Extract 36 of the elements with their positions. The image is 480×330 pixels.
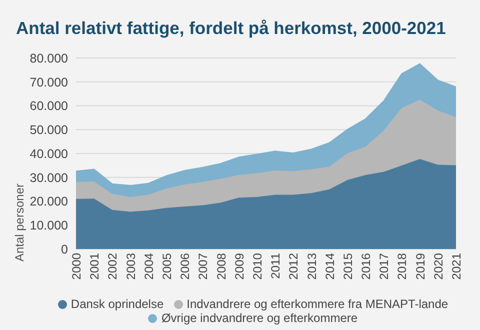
x-tick-label: 2016 — [359, 252, 374, 280]
legend-label: Øvrige indvandrere og efterkommere — [161, 311, 358, 325]
x-tick-label: 2006 — [178, 252, 192, 280]
y-tick-label: 20.000 — [30, 194, 68, 209]
x-tick-label: 2010 — [250, 252, 264, 280]
x-tick-label: 2015 — [340, 252, 355, 280]
y-tick-label: 60.000 — [30, 99, 68, 114]
x-tick-label: 2017 — [377, 252, 392, 280]
y-tick-label: 0 — [61, 242, 68, 256]
x-tick-label: 2001 — [88, 252, 102, 280]
y-axis-title: Antal personer — [12, 183, 26, 262]
y-tick-label: 50.000 — [30, 123, 68, 138]
y-tick-label: 80.000 — [30, 51, 68, 66]
x-tick-label: 2009 — [232, 252, 246, 280]
x-tick-label: 2019 — [413, 252, 428, 280]
x-tick-label: 2000 — [70, 252, 84, 280]
legend-label: Indvandrere og efterkommere fra MENAPT-lande — [186, 297, 448, 311]
x-tick-label: 2018 — [395, 252, 410, 280]
y-tick-label: 30.000 — [30, 170, 68, 185]
y-tick-label: 10.000 — [30, 218, 68, 233]
y-tick-label: 70.000 — [30, 75, 68, 90]
y-tick-label: 40.000 — [30, 146, 68, 161]
x-tick-label: 2020 — [431, 252, 446, 280]
x-tick-label: 2014 — [322, 252, 337, 280]
legend-label: Dansk oprindelse — [70, 297, 164, 311]
x-tick-label: 2002 — [106, 252, 120, 280]
x-tick-label: 2011 — [268, 252, 283, 279]
x-tick-label: 2004 — [142, 252, 156, 280]
x-tick-label: 2007 — [196, 252, 210, 280]
chart-title: Antal relativt fattige, fordelt på herkomst, 2000-2021 — [16, 18, 446, 39]
x-tick-label: 2021 — [450, 252, 464, 280]
x-tick-label: 2005 — [160, 252, 174, 280]
x-tick-label: 2003 — [124, 252, 138, 280]
x-tick-label: 2013 — [304, 252, 319, 280]
x-tick-label: 2008 — [214, 252, 228, 280]
x-tick-label: 2012 — [286, 252, 301, 280]
